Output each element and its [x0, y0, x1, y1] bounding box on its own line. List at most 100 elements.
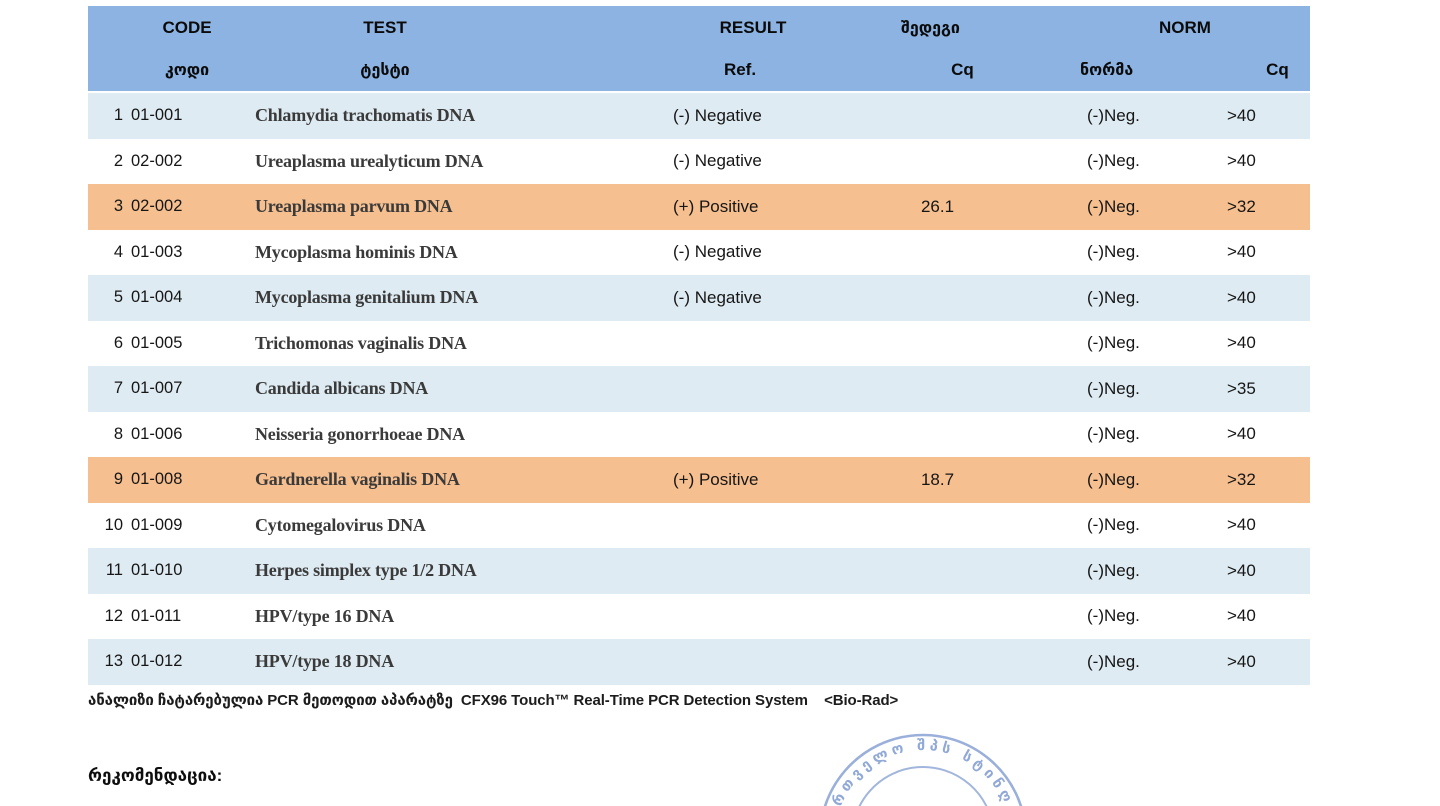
row-number: 7 — [113, 379, 123, 398]
norm-ref: (-)Neg. — [1087, 287, 1140, 307]
table-row: 13 01-012 HPV/type 18 DNA (-)Neg. >40 — [88, 639, 1310, 685]
row-number: 11 — [105, 561, 123, 580]
test-code: 01-010 — [131, 561, 183, 580]
header-test: TEST — [363, 17, 407, 37]
test-name: Chlamydia trachomatis DNA — [255, 105, 475, 126]
norm-cq: >40 — [1227, 606, 1256, 626]
test-code: 01-005 — [131, 333, 183, 352]
header-norm: NORM — [1159, 17, 1211, 37]
test-result: (-) Negative — [673, 242, 762, 262]
stamp-outer-ring — [818, 733, 1028, 806]
test-code: 01-008 — [131, 470, 183, 489]
norm-ref: (-)Neg. — [1087, 151, 1140, 171]
row-number: 4 — [113, 242, 123, 261]
test-code: 02-002 — [131, 151, 183, 170]
table-row: 3 02-002 Ureaplasma parvum DNA (+) Posit… — [88, 184, 1310, 230]
test-result: (-) Negative — [673, 287, 762, 307]
norm-ref: (-)Neg. — [1087, 333, 1140, 353]
test-name: Ureaplasma parvum DNA — [255, 196, 453, 217]
norm-ref: (-)Neg. — [1087, 424, 1140, 444]
table-row: 1 01-001 Chlamydia trachomatis DNA (-) N… — [88, 93, 1310, 139]
row-number: 6 — [113, 333, 123, 352]
row-number: 2 — [113, 151, 123, 170]
test-name: Cytomegalovirus DNA — [255, 514, 426, 535]
table-row: 6 01-005 Trichomonas vaginalis DNA (-)Ne… — [88, 320, 1310, 366]
header-ref: Ref. — [723, 60, 757, 79]
row-number: 3 — [113, 197, 123, 216]
norm-ref: (-)Neg. — [1087, 378, 1140, 398]
test-name: Gardnerella vaginalis DNA — [255, 469, 460, 490]
norm-cq: >40 — [1227, 424, 1256, 444]
test-result: (-) Negative — [673, 151, 762, 171]
norm-cq: >40 — [1227, 651, 1256, 671]
header-norma: ნორმა — [1080, 62, 1134, 79]
norm-cq: >40 — [1227, 242, 1256, 262]
norm-cq: >40 — [1227, 105, 1256, 125]
table-row: 12 01-011 HPV/type 16 DNA (-)Neg. >40 — [88, 593, 1310, 639]
test-code: 01-011 — [131, 606, 182, 625]
header-cq-1: Cq — [951, 60, 974, 79]
test-code: 02-002 — [131, 197, 183, 216]
norm-ref: (-)Neg. — [1087, 560, 1140, 580]
row-number: 9 — [113, 470, 123, 489]
header-cq-2: Cq — [1266, 60, 1289, 79]
row-number: 12 — [104, 606, 123, 625]
row-number: 1 — [113, 106, 123, 125]
test-name: Neisseria gonorrhoeae DNA — [255, 423, 465, 444]
test-code: 01-007 — [131, 379, 183, 398]
test-code: 01-001 — [131, 106, 183, 125]
table-row: 9 01-008 Gardnerella vaginalis DNA (+) P… — [88, 457, 1310, 503]
table-row: 11 01-010 Herpes simplex type 1/2 DNA (-… — [88, 548, 1310, 594]
header-shedegi: შედეგი — [901, 19, 960, 37]
recommendation-label: რეკომენდაცია: — [88, 766, 223, 785]
norm-ref: (-)Neg. — [1087, 515, 1140, 535]
norm-ref: (-)Neg. — [1087, 196, 1140, 216]
test-name: Mycoplasma genitalium DNA — [255, 287, 478, 308]
test-name: HPV/type 18 DNA — [255, 651, 394, 672]
norm-ref: (-)Neg. — [1087, 606, 1140, 626]
test-code: 01-006 — [131, 424, 183, 443]
row-number: 10 — [104, 515, 123, 534]
norm-cq: >40 — [1227, 287, 1256, 307]
result-cq-value: 26.1 — [920, 196, 955, 216]
norm-cq: >40 — [1227, 515, 1256, 535]
test-result: (+) Positive — [673, 196, 759, 216]
table-row: 10 01-009 Cytomegalovirus DNA (-)Neg. >4… — [88, 502, 1310, 548]
test-code: 01-004 — [131, 288, 183, 307]
analysis-method-note: ანალიზი ჩატარებულია PCR მეთოდით აპარატზე… — [88, 692, 899, 709]
row-number: 13 — [104, 652, 123, 671]
test-result: (+) Positive — [673, 469, 759, 489]
pcr-results-table: CODE TEST RESULT შედეგი NORM კოდი ტესტი … — [88, 6, 1310, 685]
test-code: 01-003 — [131, 242, 183, 261]
header-kodi: კოდი — [164, 62, 210, 79]
norm-ref: (-)Neg. — [1087, 105, 1140, 125]
norm-cq: >35 — [1227, 378, 1256, 398]
table-row: 7 01-007 Candida albicans DNA (-)Neg. >3… — [88, 366, 1310, 412]
result-cq-value: 18.7 — [920, 469, 955, 489]
test-name: Candida albicans DNA — [255, 378, 429, 399]
test-name: HPV/type 16 DNA — [255, 605, 394, 626]
table-row: 5 01-004 Mycoplasma genitalium DNA (-) N… — [88, 275, 1310, 321]
norm-cq: >32 — [1227, 469, 1256, 489]
table-row: 8 01-006 Neisseria gonorrhoeae DNA (-)Ne… — [88, 411, 1310, 457]
test-code: 01-012 — [131, 652, 183, 671]
test-result: (-) Negative — [673, 105, 762, 125]
round-stamp-seal: ართველო შპს სტინღ — [818, 731, 1028, 806]
table-row: 2 02-002 Ureaplasma urealyticum DNA (-) … — [88, 138, 1310, 184]
test-code: 01-009 — [131, 515, 183, 534]
table-header-row-2: კოდი ტესტი Ref. Cq ნორმა Cq — [88, 49, 1310, 93]
norm-cq: >40 — [1227, 560, 1256, 580]
stamp-arc-text: ართველო შპს სტინღ — [821, 731, 1017, 806]
norm-ref: (-)Neg. — [1087, 469, 1140, 489]
norm-ref: (-)Neg. — [1087, 651, 1140, 671]
table-body: 1 01-001 Chlamydia trachomatis DNA (-) N… — [88, 93, 1310, 685]
test-name: Ureaplasma urealyticum DNA — [255, 150, 484, 171]
header-testi: ტესტი — [360, 62, 410, 79]
norm-cq: >40 — [1227, 333, 1256, 353]
header-result: RESULT — [719, 17, 787, 37]
test-name: Herpes simplex type 1/2 DNA — [255, 560, 477, 581]
norm-cq: >40 — [1227, 151, 1256, 171]
stamp-inner-ring — [851, 766, 995, 806]
table-header-row-1: CODE TEST RESULT შედეგი NORM — [88, 6, 1310, 49]
